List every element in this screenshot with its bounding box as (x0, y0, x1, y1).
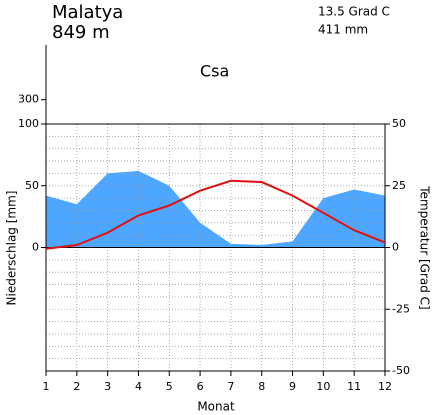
x-tick-label: 6 (197, 380, 204, 393)
y2-axis-label: Temperatur [Grad C] (418, 185, 432, 309)
x-tick-label: 8 (258, 380, 265, 393)
x-tick-label: 11 (347, 380, 361, 393)
y2-tick-label: 50 (392, 117, 406, 130)
x-tick-label: 1 (43, 380, 50, 393)
y2-tick-label: 0 (392, 241, 399, 254)
climate-class: Csa (200, 62, 229, 81)
y-tick-label: 50 (25, 179, 39, 192)
x-tick-label: 7 (227, 380, 234, 393)
y-upper-tick-label: 300 (18, 93, 39, 106)
x-axis-label: Monat (197, 400, 235, 414)
x-tick-label: 2 (73, 380, 80, 393)
chart-subtitle: 849 m (52, 22, 110, 43)
annual-precipitation: 411 mm (318, 23, 368, 37)
y-tick-label: 100 (18, 117, 39, 130)
x-tick-label: 12 (378, 380, 392, 393)
x-tick-label: 10 (316, 380, 330, 393)
y2-tick-label: 25 (392, 179, 406, 192)
y-tick-label: 0 (32, 241, 39, 254)
y2-tick-label: -25 (392, 302, 410, 315)
y-axis-label: Niederschlag [mm] (5, 191, 19, 306)
temperature-line (45, 179, 386, 250)
precipitation-area (46, 170, 385, 248)
x-tick-label: 9 (289, 380, 296, 393)
y2-tick-label: -50 (392, 364, 410, 377)
chart-title: Malatya (52, 2, 123, 23)
x-tick-label: 5 (166, 380, 173, 393)
mean-temperature: 13.5 Grad C (318, 5, 390, 19)
x-tick-label: 3 (104, 380, 111, 393)
x-tick-label: 4 (135, 380, 142, 393)
